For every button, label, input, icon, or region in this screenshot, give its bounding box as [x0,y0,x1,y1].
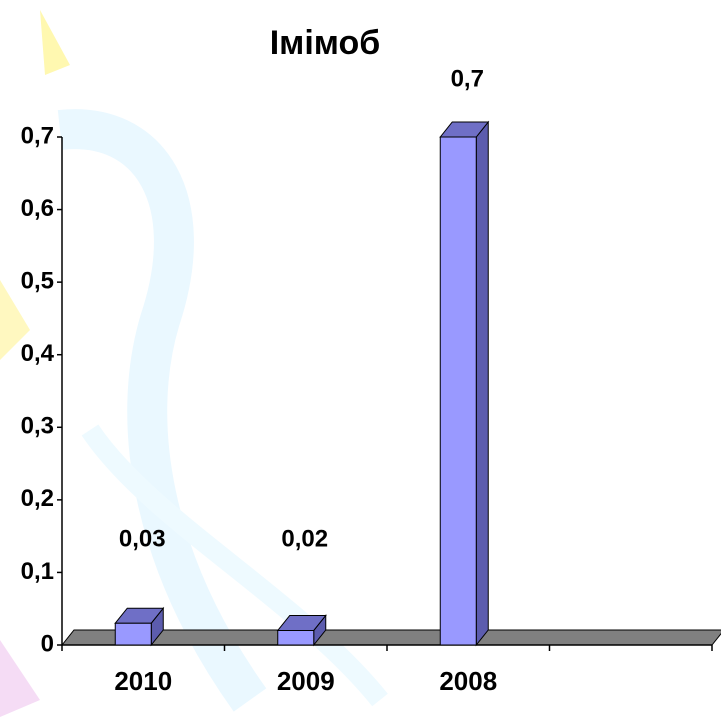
x-tick-label: 2010 [114,666,172,696]
bar [439,120,490,647]
y-tick-label: 0,7 [21,122,54,149]
bar [114,606,165,647]
y-tick-label: 0,4 [21,340,55,367]
data-label: 0,7 [451,65,484,92]
data-label: 0,02 [281,525,328,552]
y-tick-label: 0 [41,630,54,657]
y-tick-label: 0,3 [21,413,54,440]
bar-face [475,120,489,647]
bar-face [277,629,315,646]
y-tick-label: 0,6 [21,195,54,222]
data-label: 0,03 [119,525,166,552]
chart-title: Імімоб [270,24,381,62]
x-tick-label: 2009 [277,666,335,696]
bar-face [114,622,152,646]
y-tick-label: 0,2 [21,485,54,512]
bar [276,614,327,647]
bar-face [439,136,477,646]
y-tick-label: 0,5 [21,267,54,294]
y-tick-label: 0,1 [21,558,54,585]
x-tick-label: 2008 [439,666,497,696]
background-decoration [0,10,388,717]
